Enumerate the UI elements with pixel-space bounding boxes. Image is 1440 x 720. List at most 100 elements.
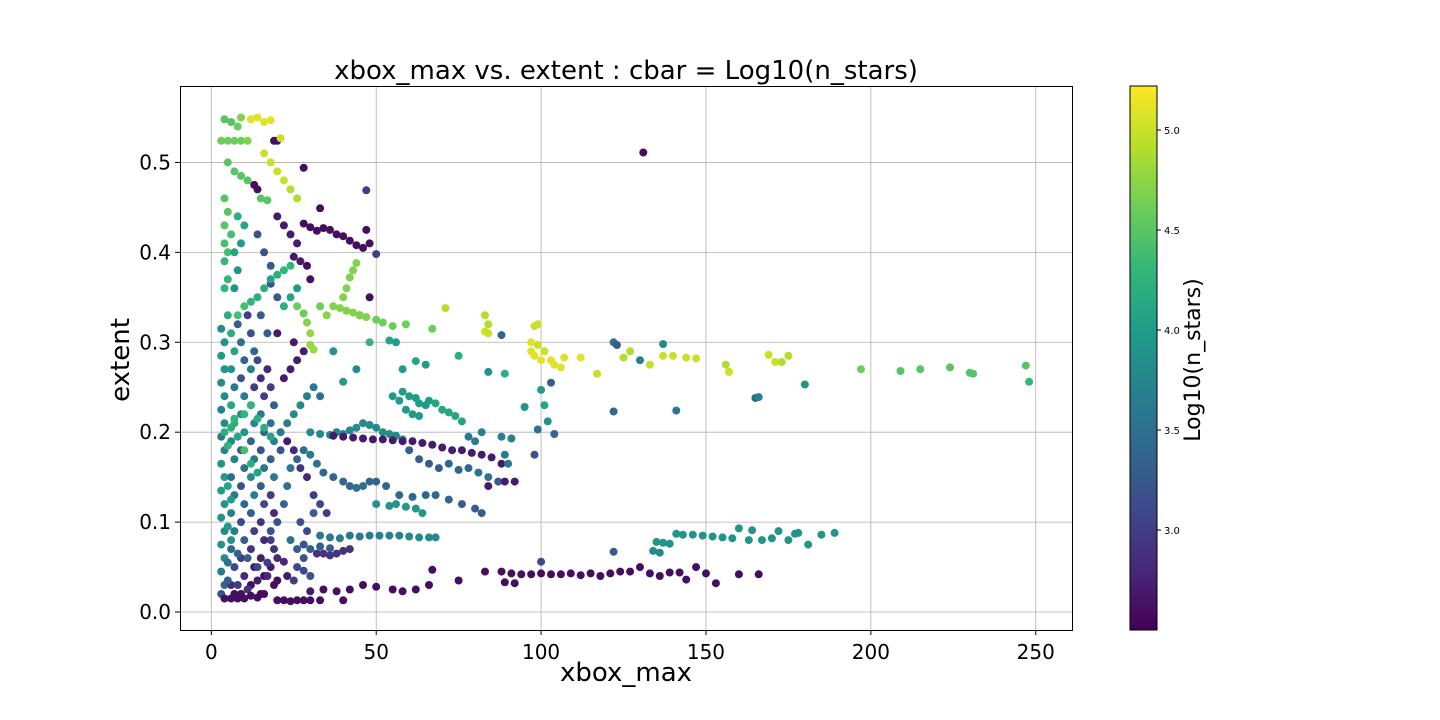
- scatter-point: [240, 221, 249, 230]
- scatter-point: [223, 275, 232, 284]
- scatter-point: [725, 367, 733, 376]
- scatter-point: [227, 423, 236, 432]
- scatter-point: [359, 434, 367, 443]
- scatter-point: [349, 266, 358, 275]
- x-tick-label: 150: [687, 640, 725, 664]
- scatter-point: [263, 558, 272, 567]
- scatter-point: [659, 538, 668, 547]
- scatter-point: [345, 236, 354, 245]
- scatter-point: [372, 500, 381, 509]
- y-axis-label: extent: [106, 318, 136, 402]
- scatter-point: [639, 148, 648, 157]
- scatter-point: [619, 353, 628, 362]
- scatter-point: [270, 509, 278, 518]
- scatter-point: [276, 446, 285, 455]
- scatter-point: [240, 392, 249, 401]
- scatter-point: [246, 591, 255, 600]
- scatter-point: [425, 396, 433, 405]
- scatter-point: [227, 509, 236, 518]
- scatter-point: [345, 585, 354, 594]
- scatter-point: [243, 554, 252, 563]
- colorbar-tick-label: 5.0: [1164, 126, 1180, 137]
- scatter-point: [312, 226, 321, 235]
- scatter-point: [405, 532, 414, 541]
- scatter-point: [240, 536, 249, 545]
- scatter-point: [464, 432, 473, 441]
- scatter-point: [477, 509, 486, 518]
- scatter-point: [220, 392, 229, 401]
- scatter-point: [408, 492, 417, 501]
- colorbar-ticks: 3.0 3.5 4.0 4.5 5.0: [1157, 126, 1180, 537]
- scatter-point: [649, 546, 658, 555]
- y-tick-label: 0.4: [139, 240, 171, 264]
- scatter-point: [817, 530, 826, 539]
- scatter-point: [266, 419, 275, 428]
- scatter-point: [289, 446, 298, 455]
- scatter-point: [471, 437, 480, 446]
- scatter-point: [279, 302, 288, 311]
- scatter-point: [457, 417, 466, 426]
- scatter-point: [306, 275, 315, 284]
- scatter-point: [520, 403, 529, 411]
- scatter-point: [692, 563, 701, 572]
- scatter-point: [721, 360, 730, 369]
- scatter-point: [659, 340, 668, 349]
- scatter-point: [306, 572, 315, 580]
- scatter-point: [273, 518, 282, 527]
- scatter-point: [688, 530, 697, 539]
- scatter-point: [303, 318, 311, 327]
- scatter-point: [527, 338, 536, 347]
- scatter-point: [454, 465, 463, 474]
- scatter-point: [425, 459, 433, 468]
- scatter-point: [253, 576, 262, 585]
- scatter-point: [266, 116, 275, 125]
- scatter-point: [237, 171, 245, 180]
- scatter-point: [223, 482, 232, 491]
- scatter-point: [326, 225, 334, 234]
- scatter-point: [395, 396, 404, 405]
- scatter-point: [352, 365, 361, 374]
- scatter-point: [266, 275, 275, 284]
- scatter-point: [484, 329, 493, 338]
- scatter-point: [530, 450, 539, 459]
- scatter-point: [256, 518, 265, 527]
- scatter-point: [497, 331, 506, 340]
- x-tick-label: 50: [363, 640, 388, 664]
- scatter-point: [319, 468, 328, 477]
- scatter-point: [418, 439, 427, 447]
- scatter-point: [365, 239, 374, 248]
- scatter-point: [494, 477, 503, 486]
- scatter-point: [286, 230, 295, 239]
- scatter-point: [256, 374, 265, 383]
- scatter-point: [309, 383, 318, 392]
- scatter-point: [345, 545, 354, 554]
- scatter-point: [253, 293, 262, 302]
- x-tick-label: 0: [205, 640, 218, 664]
- scatter-point: [596, 572, 605, 580]
- scatter-point: [319, 585, 328, 594]
- scatter-point: [385, 430, 394, 438]
- scatter-point: [289, 252, 298, 261]
- scatter-point: [256, 311, 265, 320]
- scatter-point: [388, 392, 397, 401]
- scatter-point: [329, 473, 338, 482]
- scatter-point: [322, 509, 331, 518]
- scatter-point: [401, 502, 410, 511]
- scatter-point: [800, 380, 809, 389]
- scatter-point: [527, 570, 536, 579]
- scatter-point: [425, 581, 433, 589]
- y-tick-label: 0.0: [139, 600, 171, 624]
- scatter-point: [395, 531, 404, 540]
- scatter-point: [253, 468, 262, 477]
- scatter-point: [246, 459, 255, 468]
- scatter-point: [385, 336, 394, 345]
- scatter-point: [220, 115, 229, 124]
- scatter-point: [540, 347, 549, 356]
- scatter-point: [372, 582, 381, 591]
- scatter-point: [349, 308, 358, 317]
- scatter-point: [263, 329, 272, 338]
- scatter-point: [227, 365, 236, 374]
- scatter-point: [220, 419, 229, 428]
- scatter-point: [283, 572, 292, 580]
